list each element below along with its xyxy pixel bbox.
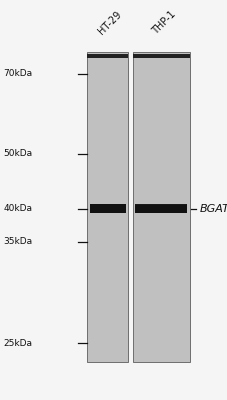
Bar — [90, 205, 126, 212]
Bar — [135, 205, 187, 213]
Bar — [135, 205, 187, 212]
Bar — [90, 204, 126, 213]
Bar — [135, 205, 187, 212]
Bar — [87, 52, 128, 362]
Bar — [135, 204, 187, 213]
Bar — [135, 204, 187, 213]
Bar — [90, 205, 126, 213]
Text: BGAT: BGAT — [200, 204, 227, 214]
Bar — [135, 206, 187, 212]
Bar — [87, 54, 128, 58]
Text: 35kDa: 35kDa — [3, 238, 32, 246]
Bar — [90, 204, 126, 213]
Text: THP-1: THP-1 — [151, 9, 178, 36]
Bar — [133, 54, 190, 58]
Bar — [90, 205, 126, 212]
Text: HT-29: HT-29 — [96, 9, 123, 36]
Bar — [90, 206, 126, 212]
Bar — [90, 205, 126, 213]
Text: 70kDa: 70kDa — [3, 70, 32, 78]
Text: 50kDa: 50kDa — [3, 150, 32, 158]
Bar — [135, 206, 187, 212]
Text: 40kDa: 40kDa — [3, 204, 32, 213]
Text: 25kDa: 25kDa — [3, 339, 32, 348]
Bar — [90, 204, 126, 214]
Bar — [135, 205, 187, 213]
Bar — [133, 52, 190, 362]
